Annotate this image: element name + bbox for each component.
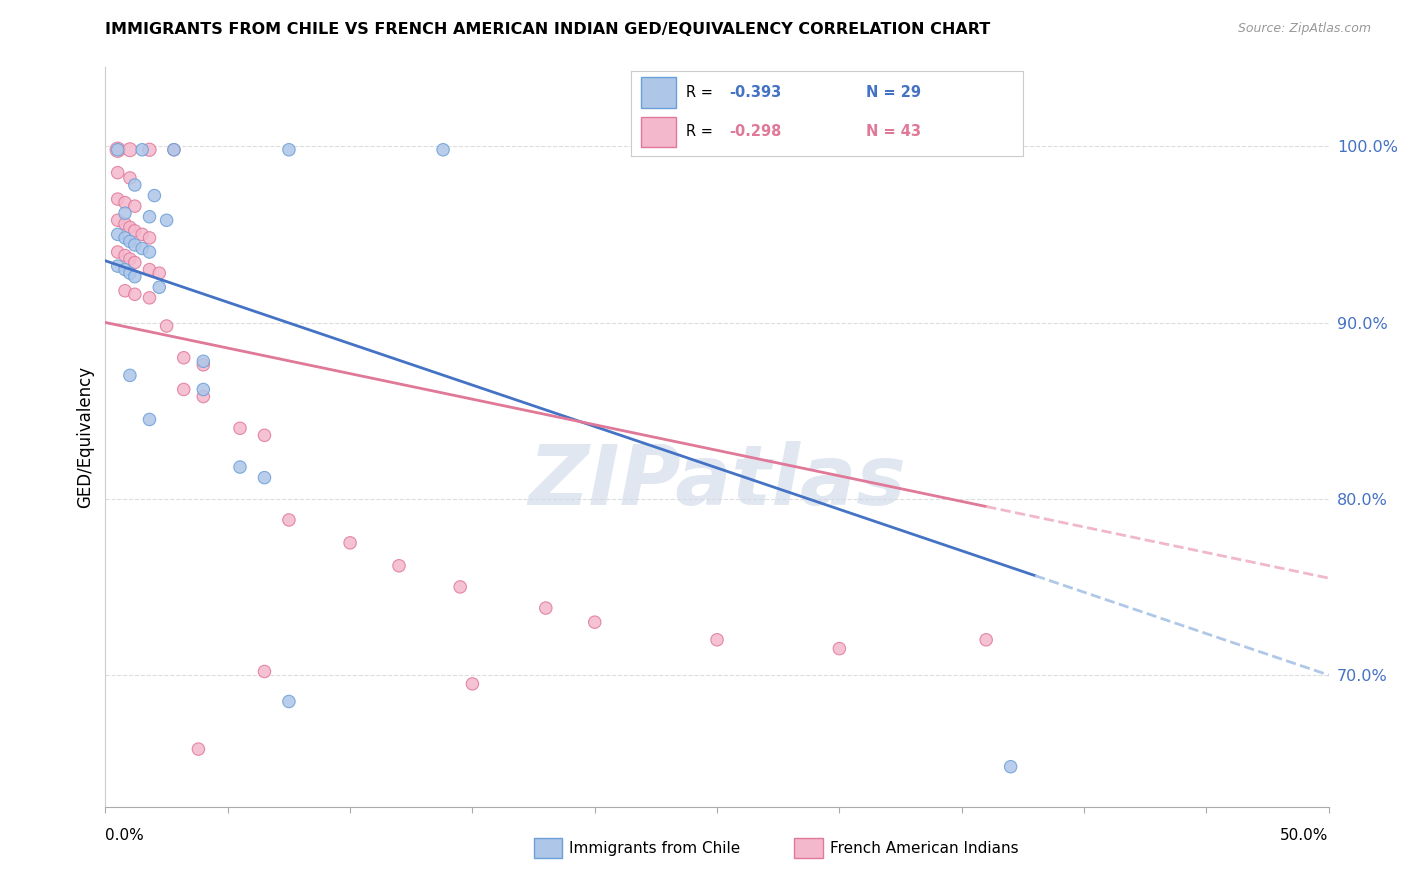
Point <box>118 252 141 266</box>
Point <box>449 580 471 594</box>
Point <box>124 287 146 301</box>
Point <box>278 143 301 157</box>
Point <box>278 694 301 708</box>
Text: IMMIGRANTS FROM CHILE VS FRENCH AMERICAN INDIAN GED/EQUIVALENCY CORRELATION CHAR: IMMIGRANTS FROM CHILE VS FRENCH AMERICAN… <box>105 22 991 37</box>
Point <box>974 632 997 647</box>
Point <box>114 217 136 231</box>
Point <box>173 351 195 365</box>
Point <box>138 231 160 245</box>
Point <box>118 235 141 249</box>
Point <box>124 199 146 213</box>
Point <box>107 143 129 157</box>
Point <box>118 171 141 186</box>
Point <box>138 245 160 260</box>
Point <box>124 255 146 269</box>
Point <box>278 513 301 527</box>
Point <box>114 248 136 262</box>
Point <box>118 220 141 235</box>
Point <box>118 143 141 157</box>
Point <box>138 291 160 305</box>
Point <box>339 536 361 550</box>
Point <box>124 224 146 238</box>
Point <box>107 227 129 242</box>
Text: ZIPatlas: ZIPatlas <box>529 441 905 522</box>
Point <box>253 665 276 679</box>
Point <box>187 742 209 756</box>
Point <box>107 259 129 273</box>
Point <box>114 195 136 210</box>
Point <box>124 178 146 192</box>
Point <box>163 143 186 157</box>
Text: Immigrants from Chile: Immigrants from Chile <box>569 841 741 855</box>
Point <box>155 319 177 334</box>
Text: 50.0%: 50.0% <box>1281 829 1329 844</box>
Point <box>534 601 557 615</box>
Point <box>163 143 186 157</box>
Point <box>193 358 215 372</box>
Point <box>148 266 170 280</box>
Point <box>155 213 177 227</box>
Point <box>107 143 129 157</box>
Point <box>148 280 170 294</box>
Y-axis label: GED/Equivalency: GED/Equivalency <box>76 366 94 508</box>
Point <box>173 383 195 397</box>
Point <box>114 284 136 298</box>
Point <box>107 192 129 206</box>
Point <box>118 368 141 383</box>
Point <box>114 206 136 220</box>
Point <box>193 390 215 404</box>
Point <box>461 677 484 691</box>
Text: 0.0%: 0.0% <box>105 829 145 844</box>
Point <box>143 188 166 202</box>
Point <box>124 238 146 252</box>
Text: French American Indians: French American Indians <box>830 841 1018 855</box>
Point <box>229 421 252 435</box>
Point <box>131 227 153 242</box>
Point <box>118 266 141 280</box>
Point <box>706 632 728 647</box>
Point <box>131 242 153 256</box>
Point <box>138 143 160 157</box>
Point <box>253 428 276 442</box>
Point <box>107 213 129 227</box>
Point <box>388 558 411 573</box>
Point <box>828 641 851 656</box>
Point <box>114 231 136 245</box>
Point <box>124 269 146 284</box>
Point <box>193 383 215 397</box>
Point <box>138 262 160 277</box>
Text: Source: ZipAtlas.com: Source: ZipAtlas.com <box>1237 22 1371 36</box>
Point <box>131 143 153 157</box>
Point <box>229 460 252 475</box>
Point <box>193 354 215 368</box>
Point <box>432 143 454 157</box>
Point <box>138 412 160 426</box>
Point <box>253 470 276 484</box>
Point <box>583 615 606 630</box>
Point <box>138 210 160 224</box>
Point <box>107 166 129 180</box>
Point <box>1000 760 1022 774</box>
Point <box>114 262 136 277</box>
Point <box>107 245 129 260</box>
